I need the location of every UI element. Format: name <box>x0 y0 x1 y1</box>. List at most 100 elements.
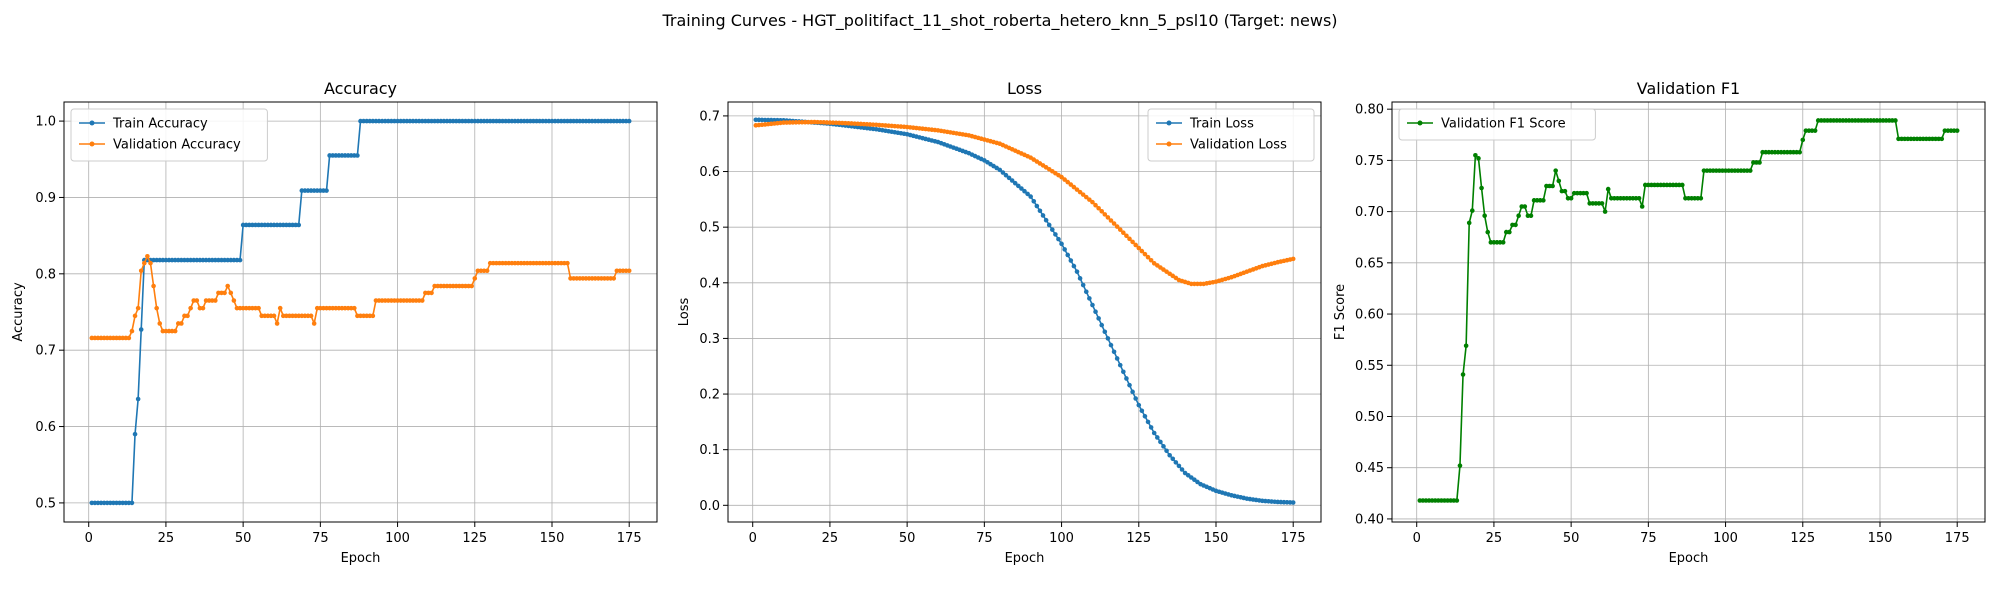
data-point <box>1028 194 1033 199</box>
legend-box <box>1147 108 1315 162</box>
data-point <box>194 298 200 303</box>
data-point <box>1034 203 1040 209</box>
y-tick-label: 0.5 <box>699 221 720 236</box>
y-axis-label: F1 Score <box>1333 284 1348 340</box>
data-point <box>1130 389 1135 395</box>
data-point <box>1485 229 1491 235</box>
y-tick-label: 0.7 <box>35 344 56 359</box>
chart-title: Accuracy <box>324 79 397 98</box>
data-point <box>1457 463 1463 468</box>
legend: Validation F1 Score <box>1398 108 1596 141</box>
data-point <box>151 283 156 289</box>
x-tick-label: 75 <box>976 531 993 546</box>
data-point <box>1043 217 1049 223</box>
data-point <box>1050 227 1055 232</box>
data-point <box>1522 204 1528 209</box>
data-point <box>1812 128 1818 133</box>
data-point <box>1000 170 1006 175</box>
legend-label: Validation Accuracy <box>113 138 241 153</box>
data-point <box>1099 322 1105 328</box>
data-point <box>222 290 227 296</box>
data-point <box>1757 160 1762 165</box>
data-point <box>1083 289 1089 295</box>
data-point <box>1108 218 1114 223</box>
data-point <box>1142 414 1148 419</box>
data-point <box>1117 227 1123 232</box>
data-point <box>1142 251 1148 257</box>
data-point <box>1037 208 1043 214</box>
y-tick-label: 1.0 <box>35 115 56 130</box>
data-point <box>1550 183 1555 189</box>
data-point <box>1893 118 1898 123</box>
data-point <box>1121 369 1126 375</box>
data-point <box>1022 188 1027 194</box>
y-axis-label: Loss <box>677 298 692 327</box>
data-point <box>1087 296 1092 301</box>
data-point <box>1074 187 1080 192</box>
data-point <box>1155 435 1160 440</box>
x-tick-label: 75 <box>1640 531 1657 546</box>
x-tick-label: 100 <box>385 531 410 546</box>
y-tick-label: 0.70 <box>1355 205 1384 220</box>
data-point <box>1145 254 1151 260</box>
data-point <box>1077 276 1083 281</box>
data-point <box>1460 372 1466 377</box>
data-point <box>1145 419 1151 425</box>
series-markers <box>753 119 1296 287</box>
axes-frame <box>727 101 1322 523</box>
data-point <box>1500 240 1506 245</box>
data-point <box>277 305 283 311</box>
data-point <box>132 431 138 437</box>
y-tick-label: 0.75 <box>1355 154 1384 169</box>
series-markers <box>89 253 632 341</box>
data-point <box>1068 182 1074 187</box>
chart-panel-3: 0 25 50 75 100 125 150 175 0.40 0.45 0.50 0.55 0.60 0… <box>1333 79 1986 566</box>
data-point <box>138 327 144 332</box>
data-point <box>1065 252 1071 258</box>
data-point <box>1124 233 1129 239</box>
data-point <box>1139 408 1145 414</box>
data-point <box>200 305 206 311</box>
y-tick-label: 0.40 <box>1355 512 1384 527</box>
y-tick-label: 0.5 <box>35 496 56 511</box>
x-tick-label: 0 <box>1413 531 1421 546</box>
data-point <box>1167 452 1172 458</box>
data-point <box>1797 149 1802 155</box>
series-markers <box>1417 118 1960 503</box>
data-point <box>274 321 280 326</box>
data-point <box>1124 376 1129 381</box>
data-point <box>1161 444 1166 449</box>
data-point <box>1176 463 1182 469</box>
x-tick-label: 25 <box>158 531 175 546</box>
y-tick-label: 0.6 <box>35 420 56 435</box>
data-point <box>1090 302 1095 308</box>
data-point <box>1114 224 1120 229</box>
data-point <box>157 321 163 326</box>
data-point <box>1127 236 1132 242</box>
data-point <box>1556 178 1562 184</box>
data-point <box>1568 195 1574 201</box>
data-point <box>172 328 178 334</box>
x-tick-label: 0 <box>85 531 93 546</box>
legend-box <box>1398 108 1596 141</box>
chart-title: Validation F1 <box>1637 79 1740 98</box>
data-point <box>1470 208 1475 213</box>
y-tick-label: 0.45 <box>1355 461 1384 476</box>
x-tick-label: 75 <box>312 531 329 546</box>
x-tick-label: 175 <box>1281 531 1306 546</box>
data-point <box>1093 309 1098 315</box>
chart-title: Loss <box>1007 79 1042 98</box>
y-tick-label: 0.3 <box>699 332 720 347</box>
data-point <box>129 500 135 506</box>
data-point <box>324 188 329 193</box>
data-point <box>1121 230 1126 236</box>
x-tick-label: 0 <box>749 531 757 546</box>
data-point <box>1528 213 1534 219</box>
x-tick-label: 150 <box>1868 531 1893 546</box>
data-point <box>135 396 141 402</box>
data-point <box>1164 448 1169 454</box>
data-point <box>1698 195 1704 201</box>
data-point <box>129 328 135 334</box>
data-point <box>1747 168 1753 173</box>
